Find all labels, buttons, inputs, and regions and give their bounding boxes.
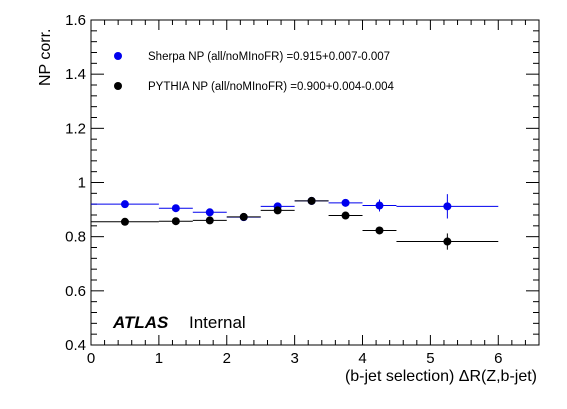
series-1 <box>91 196 499 250</box>
legend-entry-sherpa: Sherpa NP (all/noMInoFR) =0.915+0.007-0.… <box>148 51 390 63</box>
data-point <box>375 226 384 235</box>
data-point <box>239 212 248 221</box>
y-tick-label: 1.6 <box>65 12 86 29</box>
data-series <box>91 194 499 250</box>
x-tick-label: 5 <box>426 350 434 367</box>
data-point <box>341 198 350 207</box>
data-point <box>120 200 129 209</box>
data-point <box>171 217 180 226</box>
x-tick-label: 2 <box>223 350 231 367</box>
data-point <box>341 211 350 220</box>
data-point <box>171 204 180 213</box>
legend-marker-sherpa <box>114 52 122 60</box>
plot-frame <box>90 19 540 346</box>
data-point <box>205 216 214 225</box>
legend-entry-pythia: PYTHIA NP (all/noMInoFR) =0.900+0.004-0.… <box>148 81 395 93</box>
y-tick-label: 1.4 <box>65 66 86 83</box>
x-tick-label: 3 <box>290 350 298 367</box>
atlas-label-bold: ATLAS <box>112 313 169 332</box>
axis-ticks <box>90 19 540 346</box>
data-point <box>120 217 129 226</box>
atlas-label-internal: Internal <box>189 313 246 332</box>
y-tick-label: 0.6 <box>65 283 86 300</box>
y-tick-label: 1.2 <box>65 120 86 137</box>
data-point <box>443 202 452 211</box>
x-axis-title: (b-jet selection) ΔR(Z,b-jet) <box>345 368 537 385</box>
y-tick-label: 1 <box>78 175 86 192</box>
series-0 <box>91 194 499 222</box>
y-tick-label: 0.8 <box>65 229 86 246</box>
x-tick-label: 1 <box>155 350 163 367</box>
legend-marker-pythia <box>114 82 122 90</box>
data-point <box>205 208 214 217</box>
data-point <box>375 201 384 210</box>
data-point <box>273 206 282 215</box>
x-tick-label: 4 <box>358 350 366 367</box>
x-tick-label: 0 <box>87 350 95 367</box>
data-point <box>443 237 452 246</box>
atlas-label: ATLAS Internal <box>112 313 246 332</box>
axis-tick-labels: 0 1 2 3 4 5 6 0.4 0.6 0.8 1 1.2 1.4 1.6 <box>65 12 502 367</box>
legend: Sherpa NP (all/noMInoFR) =0.915+0.007-0.… <box>114 51 395 93</box>
y-tick-label: 0.4 <box>65 337 86 354</box>
data-point <box>307 196 316 205</box>
x-tick-label: 6 <box>494 350 502 367</box>
y-axis-title: NP corr. <box>37 29 54 87</box>
